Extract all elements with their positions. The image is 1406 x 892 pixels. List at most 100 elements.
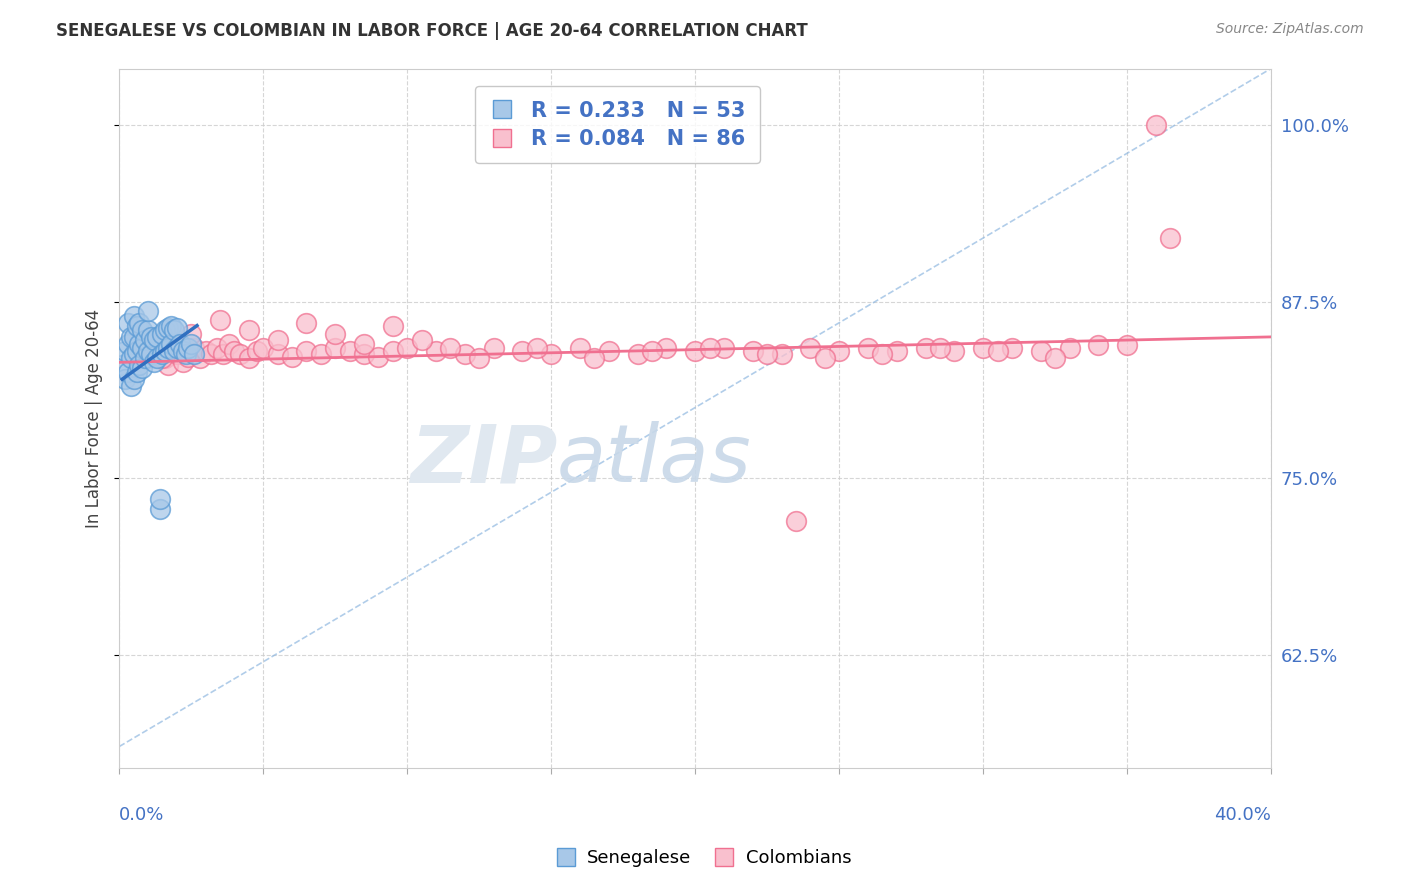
Point xyxy=(1001,341,1024,355)
Point xyxy=(120,351,142,365)
Point xyxy=(166,341,188,355)
Legend: Senegalese, Colombians: Senegalese, Colombians xyxy=(547,842,859,874)
Text: atlas: atlas xyxy=(557,421,752,499)
Point xyxy=(1144,118,1167,132)
Point xyxy=(872,347,894,361)
Point xyxy=(152,351,174,365)
Point xyxy=(281,350,304,364)
Point xyxy=(142,333,165,347)
Point xyxy=(134,333,156,347)
Point xyxy=(142,355,165,369)
Point xyxy=(266,347,288,361)
Text: SENEGALESE VS COLOMBIAN IN LABOR FORCE | AGE 20-64 CORRELATION CHART: SENEGALESE VS COLOMBIAN IN LABOR FORCE |… xyxy=(56,22,808,40)
Point xyxy=(136,304,159,318)
Point xyxy=(160,344,183,359)
Point xyxy=(655,341,678,355)
Point xyxy=(188,351,211,365)
Legend: R = 0.233   N = 53, R = 0.084   N = 86: R = 0.233 N = 53, R = 0.084 N = 86 xyxy=(475,86,761,163)
Point xyxy=(886,344,908,359)
Point xyxy=(295,316,318,330)
Point xyxy=(180,327,202,342)
Point xyxy=(799,341,821,355)
Point xyxy=(238,323,260,337)
Point xyxy=(468,351,491,365)
Point xyxy=(114,344,136,359)
Point xyxy=(183,341,205,355)
Point xyxy=(246,344,269,359)
Point xyxy=(814,351,837,365)
Point xyxy=(134,351,156,365)
Point xyxy=(598,344,620,359)
Point xyxy=(683,344,706,359)
Point xyxy=(180,344,202,359)
Point xyxy=(526,341,548,355)
Point xyxy=(172,355,194,369)
Point xyxy=(381,318,404,333)
Point xyxy=(177,350,200,364)
Text: ZIP: ZIP xyxy=(409,421,557,499)
Point xyxy=(200,347,222,361)
Point xyxy=(1043,351,1066,365)
Point xyxy=(117,337,139,351)
Point xyxy=(157,321,180,335)
Y-axis label: In Labor Force | Age 20-64: In Labor Force | Age 20-64 xyxy=(86,309,103,528)
Point xyxy=(229,347,252,361)
Point xyxy=(166,321,188,335)
Point xyxy=(183,347,205,361)
Point xyxy=(136,323,159,337)
Point xyxy=(131,341,153,355)
Point xyxy=(986,344,1008,359)
Point xyxy=(157,358,180,372)
Point xyxy=(713,341,735,355)
Point xyxy=(1059,341,1081,355)
Point xyxy=(122,309,145,323)
Point xyxy=(856,341,879,355)
Point xyxy=(152,347,174,361)
Point xyxy=(131,361,153,376)
Point xyxy=(152,341,174,355)
Point xyxy=(125,344,148,359)
Point xyxy=(125,318,148,333)
Point xyxy=(1029,344,1052,359)
Point xyxy=(149,492,172,507)
Point xyxy=(756,347,779,361)
Point xyxy=(160,337,183,351)
Point xyxy=(741,344,763,359)
Point xyxy=(172,344,194,359)
Point xyxy=(323,327,346,342)
Point xyxy=(439,341,461,355)
Point xyxy=(136,351,159,365)
Point xyxy=(770,347,793,361)
Point xyxy=(155,323,177,337)
Point xyxy=(367,350,389,364)
Point xyxy=(411,333,433,347)
Point xyxy=(169,337,191,351)
Point xyxy=(381,344,404,359)
Point xyxy=(117,316,139,330)
Point xyxy=(238,351,260,365)
Point xyxy=(209,313,232,327)
Point xyxy=(174,347,197,361)
Point xyxy=(218,337,240,351)
Point xyxy=(252,341,274,355)
Point xyxy=(142,344,165,359)
Point xyxy=(128,358,150,372)
Point xyxy=(1159,231,1181,245)
Point xyxy=(785,514,807,528)
Point xyxy=(111,358,134,372)
Point xyxy=(972,341,994,355)
Point xyxy=(149,502,172,516)
Text: 40.0%: 40.0% xyxy=(1215,806,1271,824)
Point xyxy=(212,347,235,361)
Point xyxy=(125,365,148,379)
Point xyxy=(295,344,318,359)
Point xyxy=(1087,338,1109,352)
Point xyxy=(583,351,606,365)
Point xyxy=(512,344,534,359)
Point xyxy=(180,337,202,351)
Point xyxy=(122,330,145,344)
Point xyxy=(914,341,936,355)
Point xyxy=(454,347,477,361)
Point xyxy=(128,316,150,330)
Point xyxy=(540,347,562,361)
